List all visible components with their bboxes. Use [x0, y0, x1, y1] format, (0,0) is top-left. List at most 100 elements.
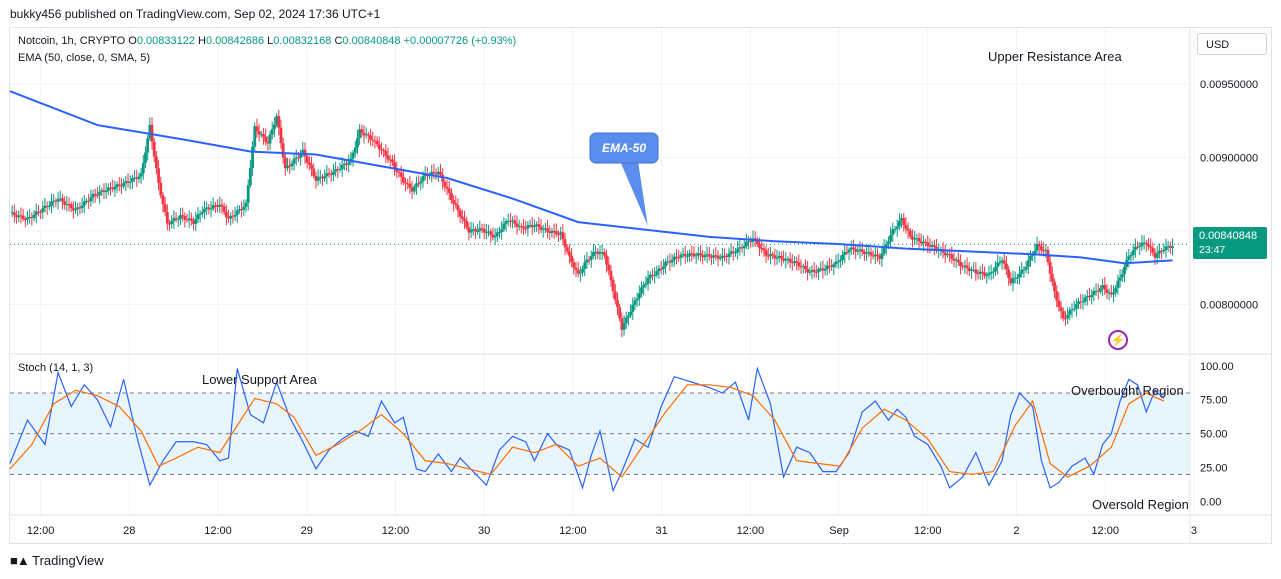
candle-body: [406, 183, 410, 185]
time-tick-label: 12:00: [204, 525, 232, 537]
candle-body: [1096, 290, 1100, 292]
candle-body: [974, 269, 978, 274]
candle: [528, 219, 532, 228]
lightning-icon[interactable]: ⚡: [1108, 330, 1128, 350]
candle: [183, 212, 187, 228]
candle: [174, 212, 178, 223]
candle: [775, 249, 779, 265]
candle-body: [607, 264, 611, 271]
candle: [786, 256, 790, 265]
candle-body: [360, 129, 364, 134]
candle: [386, 147, 390, 164]
candle-body: [268, 134, 272, 144]
tv-logo-icon: ■▲: [10, 553, 30, 568]
candle: [561, 224, 565, 245]
candle: [412, 184, 416, 195]
stoch-k-line: [9, 366, 1165, 493]
tradingview-logo[interactable]: ■▲ TradingView: [10, 553, 104, 568]
candle-body: [452, 200, 455, 204]
candle-body: [382, 150, 386, 152]
candle-body: [646, 277, 650, 284]
candle-body: [91, 193, 95, 198]
candle-body: [443, 181, 447, 187]
candle-body: [139, 173, 143, 177]
candle: [19, 207, 23, 224]
candle-body: [782, 258, 785, 261]
candle: [559, 226, 563, 241]
candle-body: [1042, 250, 1045, 252]
candle-body: [106, 187, 110, 191]
candle-body: [843, 252, 847, 256]
candle: [734, 248, 737, 257]
candle: [745, 233, 748, 250]
candle: [113, 180, 117, 197]
candle: [493, 228, 497, 245]
candle: [292, 152, 296, 171]
candle-body: [1129, 255, 1133, 257]
legend-open: 0.00833122: [136, 35, 195, 47]
candle: [80, 197, 84, 214]
candle-body: [50, 201, 53, 206]
candle-body: [229, 215, 233, 219]
candle-body: [19, 215, 23, 217]
time-tick-label: 12:00: [1091, 525, 1119, 537]
candle: [522, 219, 525, 235]
candle: [618, 303, 622, 322]
candle: [659, 260, 663, 275]
candle: [50, 193, 53, 214]
candle: [804, 259, 807, 274]
candle-body: [970, 269, 973, 271]
candle: [268, 130, 272, 150]
candle-body: [61, 198, 64, 202]
candle-body: [334, 169, 337, 172]
legend-stoch[interactable]: Stoch (14, 1, 3): [18, 362, 94, 374]
candle-body: [1127, 256, 1131, 260]
candle: [821, 260, 825, 279]
candle-body: [956, 259, 960, 262]
candle: [718, 253, 722, 261]
candle-body: [745, 241, 748, 247]
candle-body: [891, 229, 895, 235]
candle-body: [594, 251, 598, 253]
candle-body: [830, 265, 834, 268]
candle-body: [784, 259, 788, 261]
candle-body: [113, 186, 117, 190]
candle: [592, 243, 595, 259]
candle: [806, 261, 809, 281]
candle: [67, 197, 71, 212]
candle: [364, 127, 368, 139]
candle: [111, 179, 115, 193]
candle: [37, 204, 40, 217]
candle-body: [417, 183, 421, 185]
currency-selector[interactable]: USD: [1197, 33, 1267, 55]
stoch-tick-label: 100.00: [1200, 361, 1234, 373]
candle: [677, 250, 681, 263]
candle: [782, 250, 785, 264]
candle: [74, 201, 77, 215]
time-tick-label: 12:00: [27, 525, 55, 537]
candle: [456, 198, 460, 218]
legend-ema[interactable]: EMA (50, close, 0, SMA, 5): [18, 52, 151, 64]
legend-close-label: C: [334, 35, 343, 47]
candle: [1149, 238, 1153, 256]
candle: [889, 226, 893, 249]
ema-callout-label: EMA-50: [602, 141, 646, 155]
candle: [255, 118, 259, 138]
candle-body: [445, 186, 449, 189]
candle-body: [458, 210, 462, 217]
candle: [996, 254, 1000, 275]
candle: [85, 198, 88, 204]
candle-body: [133, 177, 136, 179]
candle-body: [1166, 246, 1170, 248]
candle: [627, 311, 630, 326]
candle: [557, 230, 560, 242]
candle: [666, 255, 670, 265]
candle: [30, 212, 34, 226]
candle-body: [664, 261, 667, 267]
candle: [633, 296, 637, 310]
candle-body: [559, 232, 563, 235]
candle-body: [828, 265, 831, 267]
candle: [358, 124, 362, 145]
candle: [410, 180, 414, 200]
